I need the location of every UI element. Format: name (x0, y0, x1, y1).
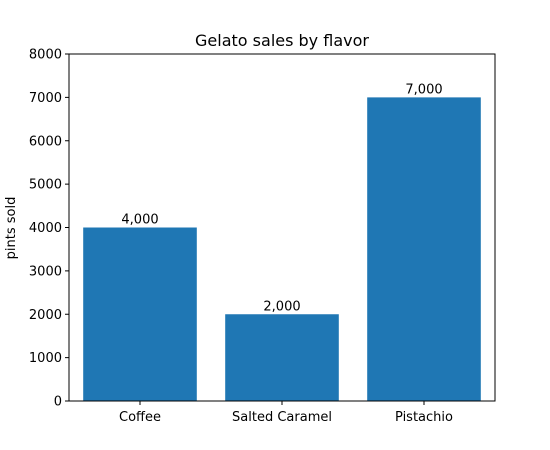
chart-title: Gelato sales by flavor (195, 31, 369, 50)
x-tick-label: Salted Caramel (232, 410, 332, 425)
data-label: 4,000 (121, 213, 158, 228)
y-tick-label: 5000 (29, 178, 62, 193)
x-tick-label: Coffee (119, 410, 161, 425)
y-tick-label: 3000 (29, 264, 62, 279)
data-label: 2,000 (263, 299, 300, 314)
y-tick-label: 6000 (29, 134, 62, 149)
bar-pistachio (367, 97, 481, 402)
y-tick-label: 4000 (29, 221, 62, 236)
bar-salted-caramel (225, 314, 339, 401)
y-tick-label: 2000 (29, 308, 62, 323)
axes-frame (68, 53, 496, 402)
data-label: 7,000 (405, 82, 442, 97)
y-tick-label: 0 (54, 395, 62, 410)
bar-coffee (83, 227, 197, 401)
x-tick-label: Pistachio (395, 410, 453, 425)
y-axis-label: pints sold (4, 197, 19, 260)
y-tick-label: 8000 (29, 48, 62, 63)
plot-area: 4,000 Coffee 2,000 Salted Caramel 7,000 Pista… (29, 48, 496, 425)
y-tick-label: 1000 (29, 351, 62, 366)
y-tick-label: 7000 (29, 91, 62, 106)
